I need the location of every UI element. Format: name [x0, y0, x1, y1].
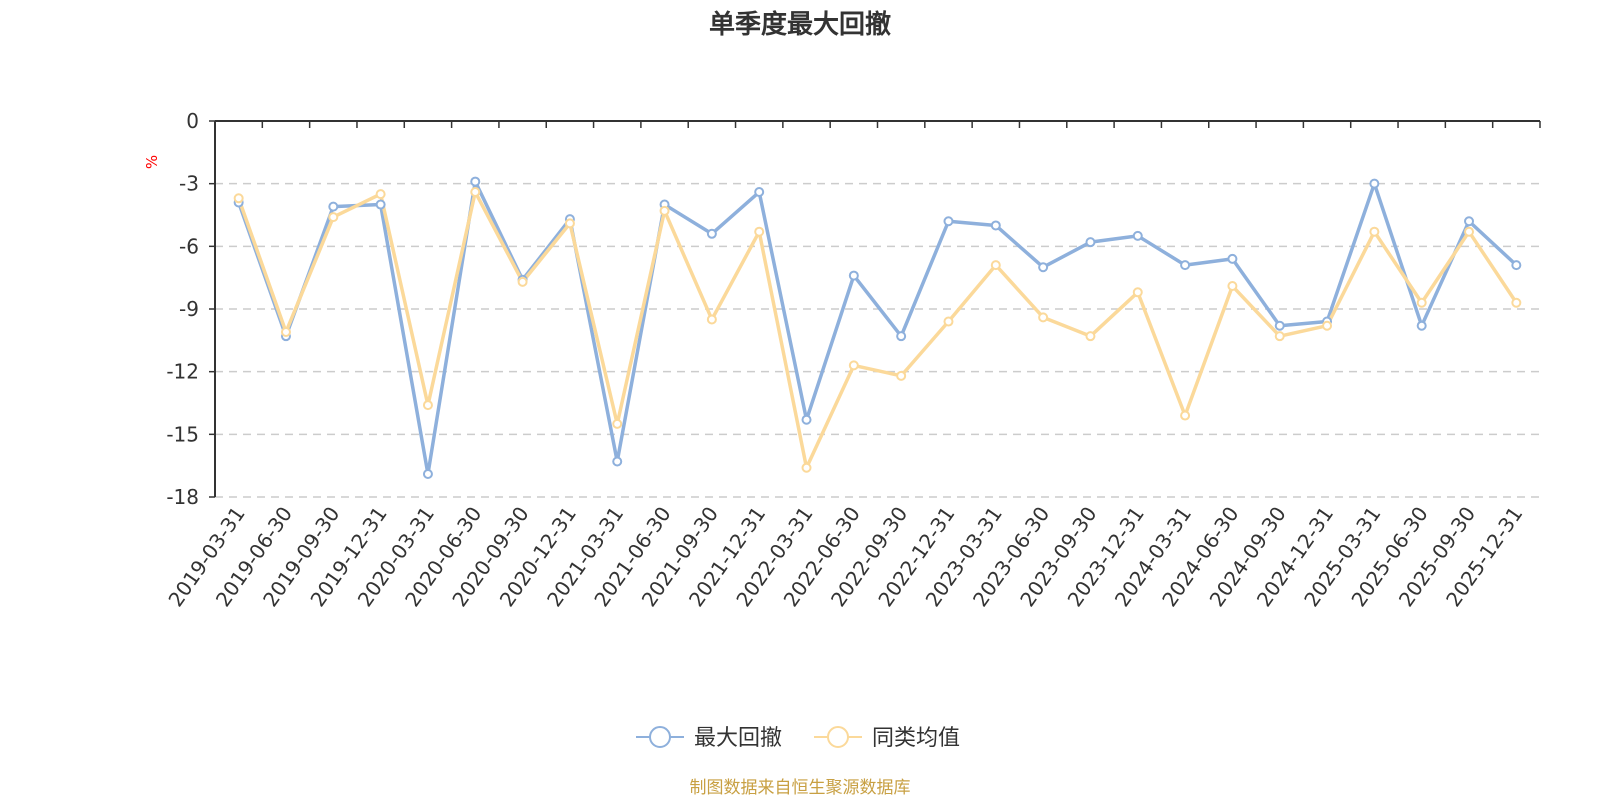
series-line-1 — [237, 190, 1518, 470]
legend-label-peer-average: 同类均值 — [872, 726, 960, 751]
data-source-note: 制图数据来自恒生聚源数据库 — [690, 778, 911, 798]
data-point[interactable] — [990, 260, 1001, 271]
data-point[interactable] — [1180, 260, 1191, 271]
data-point[interactable] — [375, 189, 386, 200]
data-point[interactable] — [659, 205, 670, 216]
x-axis-ticks: 2019-03-312019-06-302019-09-302019-12-31… — [163, 502, 1527, 611]
data-point[interactable] — [990, 220, 1001, 231]
legend-circle-icon — [649, 726, 671, 748]
y-tick-label: -18 — [166, 485, 199, 509]
data-point[interactable] — [1464, 216, 1475, 227]
data-point[interactable] — [1038, 312, 1049, 323]
data-point[interactable] — [1132, 230, 1143, 241]
data-point[interactable] — [1085, 331, 1096, 342]
data-point[interactable] — [517, 276, 528, 287]
data-point[interactable] — [1416, 297, 1427, 308]
data-point[interactable] — [1227, 281, 1238, 292]
legend[interactable]: 最大回撤 同类均值 — [636, 726, 960, 751]
data-point[interactable] — [470, 176, 481, 187]
legend-circle-icon — [827, 726, 849, 748]
data-point[interactable] — [422, 469, 433, 480]
data-point[interactable] — [1511, 297, 1522, 308]
data-point[interactable] — [706, 314, 717, 325]
data-point[interactable] — [754, 226, 765, 237]
y-axis-ticks: 0 -3 -6 -9 -12 -15 -18 — [166, 109, 215, 509]
data-point[interactable] — [896, 331, 907, 342]
data-point[interactable] — [801, 414, 812, 425]
series-line-0 — [237, 179, 1518, 476]
data-point[interactable] — [896, 370, 907, 381]
y-axis-unit: % — [143, 155, 161, 169]
data-point[interactable] — [754, 187, 765, 198]
data-point[interactable] — [1038, 262, 1049, 273]
y-tick-label: -9 — [179, 297, 199, 321]
data-point[interactable] — [1227, 253, 1238, 264]
data-point[interactable] — [1369, 226, 1380, 237]
data-point[interactable] — [943, 316, 954, 327]
data-point[interactable] — [848, 270, 859, 281]
y-tick-label: -12 — [166, 360, 199, 384]
data-point[interactable] — [801, 462, 812, 473]
data-point[interactable] — [233, 193, 244, 204]
data-point[interactable] — [280, 326, 291, 337]
data-point[interactable] — [848, 360, 859, 371]
data-point[interactable] — [1369, 178, 1380, 189]
data-point[interactable] — [564, 218, 575, 229]
data-point[interactable] — [1274, 331, 1285, 342]
y-tick-label: -15 — [166, 422, 199, 446]
data-point[interactable] — [375, 199, 386, 210]
legend-item-max-drawdown[interactable]: 最大回撤 — [636, 726, 782, 751]
y-tick-label: 0 — [186, 109, 199, 133]
data-point[interactable] — [328, 201, 339, 212]
series-lines — [233, 176, 1522, 480]
data-point[interactable] — [422, 400, 433, 411]
legend-item-peer-average[interactable]: 同类均值 — [814, 726, 960, 751]
data-point[interactable] — [1464, 226, 1475, 237]
data-point[interactable] — [1132, 287, 1143, 298]
data-point[interactable] — [612, 456, 623, 467]
data-point[interactable] — [1180, 410, 1191, 421]
y-tick-label: -6 — [179, 234, 199, 258]
chart-title: 单季度最大回撤 — [709, 9, 891, 40]
data-point[interactable] — [1322, 320, 1333, 331]
y-tick-label: -3 — [179, 172, 199, 196]
data-point[interactable] — [470, 187, 481, 198]
data-point[interactable] — [1274, 320, 1285, 331]
data-point[interactable] — [1416, 320, 1427, 331]
data-point[interactable] — [943, 216, 954, 227]
legend-label-max-drawdown: 最大回撤 — [694, 726, 782, 751]
data-point[interactable] — [612, 418, 623, 429]
data-point[interactable] — [328, 212, 339, 223]
data-point[interactable] — [1511, 260, 1522, 271]
data-point[interactable] — [706, 228, 717, 239]
data-point[interactable] — [1085, 237, 1096, 248]
